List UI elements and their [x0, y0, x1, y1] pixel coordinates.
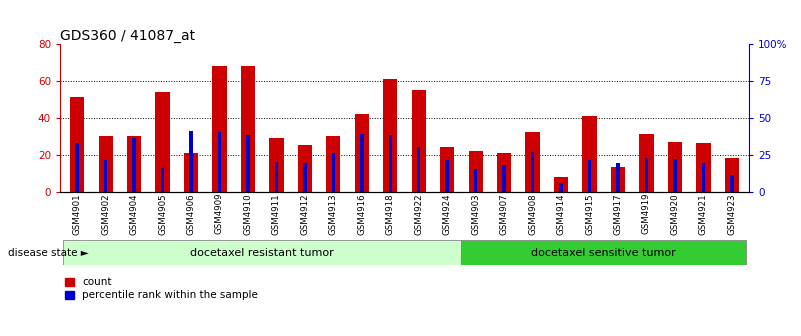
Bar	[388, 135, 392, 192]
Bar	[104, 161, 107, 192]
Bar	[445, 161, 449, 192]
Bar	[298, 145, 312, 192]
Bar	[702, 163, 705, 192]
Bar	[611, 168, 625, 192]
Bar	[725, 158, 739, 192]
Bar	[461, 240, 746, 265]
Bar	[355, 114, 369, 192]
Text: docetaxel resistant tumor: docetaxel resistant tumor	[191, 248, 334, 258]
Bar	[161, 168, 164, 192]
Bar	[70, 97, 84, 192]
Bar	[275, 162, 278, 192]
Bar	[531, 152, 534, 192]
Bar	[525, 132, 540, 192]
Bar	[668, 142, 682, 192]
Bar	[616, 163, 620, 192]
Text: disease state ►: disease state ►	[8, 248, 89, 258]
Bar	[212, 66, 227, 192]
Bar	[469, 151, 483, 192]
Bar	[412, 90, 426, 192]
Legend: count, percentile rank within the sample: count, percentile rank within the sample	[66, 278, 258, 300]
Bar	[588, 161, 591, 192]
Bar	[554, 177, 568, 192]
Bar	[559, 183, 563, 192]
Bar	[696, 143, 710, 192]
Bar	[440, 147, 454, 192]
Bar	[639, 134, 654, 192]
Bar	[673, 159, 677, 192]
Bar	[63, 240, 461, 265]
Bar	[417, 147, 421, 192]
Bar	[246, 135, 250, 192]
Bar	[731, 175, 734, 192]
Bar	[383, 79, 397, 192]
Bar	[326, 136, 340, 192]
Bar	[497, 153, 511, 192]
Bar	[75, 143, 78, 192]
Bar	[303, 163, 307, 192]
Bar	[218, 132, 221, 192]
Text: docetaxel sensitive tumor: docetaxel sensitive tumor	[531, 248, 676, 258]
Bar	[474, 169, 477, 192]
Bar	[241, 66, 255, 192]
Bar	[127, 136, 141, 192]
Bar	[99, 136, 113, 192]
Bar	[269, 138, 284, 192]
Bar	[582, 116, 597, 192]
Bar	[184, 153, 198, 192]
Bar	[155, 92, 170, 192]
Bar	[360, 134, 364, 192]
Bar	[645, 158, 648, 192]
Bar	[502, 165, 506, 192]
Text: GDS360 / 41087_at: GDS360 / 41087_at	[60, 29, 195, 43]
Bar	[132, 138, 136, 192]
Bar	[332, 153, 335, 192]
Bar	[189, 131, 193, 192]
